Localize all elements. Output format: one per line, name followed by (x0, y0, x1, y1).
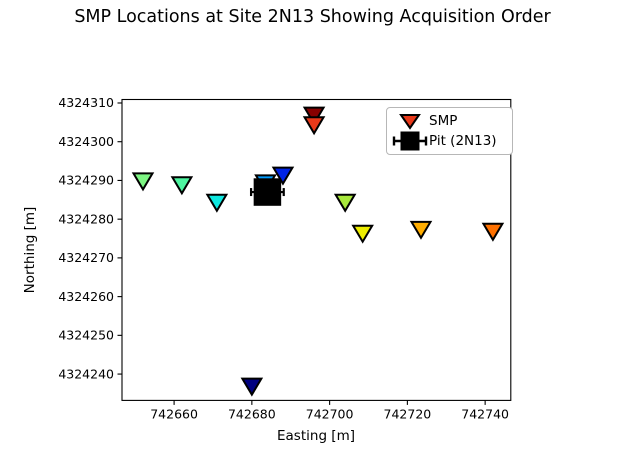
smp-marker (481, 222, 505, 242)
legend-item-smp: SMP (391, 111, 506, 131)
legend-label-smp: SMP (429, 113, 458, 129)
y-axis-label: Northing [m] (22, 206, 38, 294)
y-tick-label: 4324280 (58, 211, 114, 226)
y-tick-label: 4324270 (58, 250, 114, 265)
y-tick-label: 4324250 (58, 328, 114, 343)
axes-frame (121, 98, 512, 401)
smp-marker (271, 166, 295, 186)
smp-triangle-icon (391, 112, 429, 130)
pit-marker (253, 178, 282, 206)
y-tick-label: 4324240 (58, 366, 114, 381)
x-axis-label: Easting [m] (277, 428, 355, 444)
smp-marker (240, 377, 264, 397)
smp-marker (302, 106, 326, 126)
chart-title: SMP Locations at Site 2N13 Showing Acqui… (74, 7, 551, 27)
x-tick-label: 742720 (384, 406, 432, 421)
pit-square-errorbar-icon (391, 130, 429, 152)
smp-marker (409, 220, 433, 240)
legend-label-pit: Pit (2N13) (429, 133, 497, 149)
smp-marker (205, 193, 229, 213)
smp-marker (351, 224, 374, 244)
x-tick-label: 742680 (228, 406, 276, 421)
smp-marker (302, 116, 326, 136)
x-tick-label: 742660 (150, 406, 198, 421)
legend-item-pit: Pit (2N13) (391, 131, 506, 151)
y-tick-label: 4324310 (58, 95, 114, 110)
y-tick-label: 4324290 (58, 173, 114, 188)
smp-marker (333, 193, 357, 213)
x-tick-label: 742700 (306, 406, 354, 421)
legend: SMP Pit (2N13) (386, 107, 513, 155)
smp-marker (170, 176, 194, 196)
smp-marker (131, 172, 155, 192)
x-tick-label: 742740 (461, 406, 509, 421)
y-tick-label: 4324260 (58, 289, 114, 304)
y-tick-label: 4324300 (58, 134, 114, 149)
